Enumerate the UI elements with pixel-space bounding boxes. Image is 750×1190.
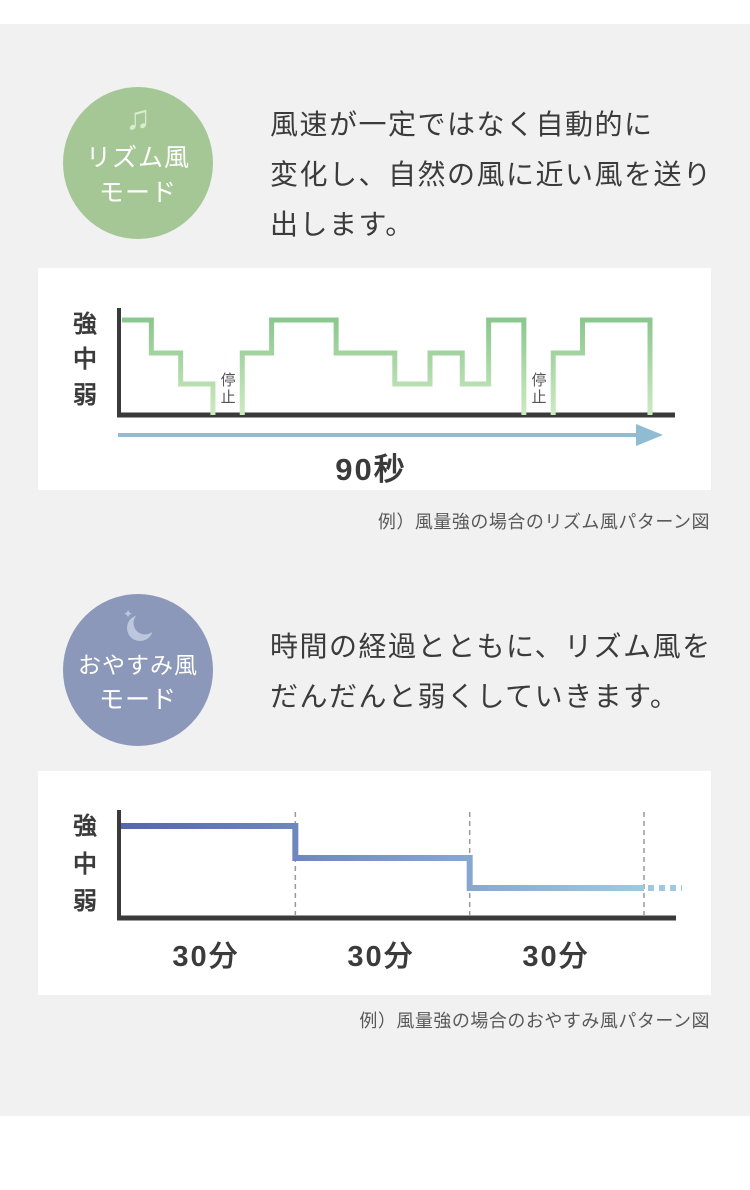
sleep-mode-badge: ✦ おやすみ風 モード	[63, 594, 213, 746]
rhythm-desc-line: 変化し、自然の風に近い風を送り	[270, 159, 713, 190]
y-label-medium: 中	[73, 851, 97, 878]
duration-label-2: 30分	[347, 941, 415, 973]
sleep-chart-caption: 例）風量強の場合のおやすみ風パターン図	[359, 1011, 710, 1031]
y-label-weak: 弱	[73, 382, 97, 409]
rhythm-desc-line: 風速が一定ではなく自動的に	[270, 109, 654, 140]
sleep-desc-line: 時間の経過とともに、リズム風を	[270, 631, 712, 662]
stop-label: 停止	[218, 372, 236, 406]
x-axis-total-label: 90秒	[335, 452, 407, 487]
time-arrow-head	[636, 424, 663, 446]
sleep-description: 時間の経過とともに、リズム風を だんだんと弱くしていきます。	[270, 622, 712, 722]
crescent-moon-icon: ✦	[115, 602, 161, 648]
y-label-strong: 強	[73, 311, 97, 338]
star-glyph: ✦	[123, 607, 133, 621]
y-label-medium: 中	[73, 346, 97, 373]
rhythm-chart-caption: 例）風量強の場合のリズム風パターン図	[377, 512, 710, 532]
music-notes-icon: ♫	[125, 99, 151, 137]
rhythm-badge-label-2: モード	[98, 179, 177, 207]
duration-label-3: 30分	[522, 941, 590, 973]
rhythm-mode-badge: ♫ リズム風 モード	[63, 87, 213, 239]
sleep-chart-panel: 強 中 弱 30分 30分 30分	[38, 771, 711, 995]
sleep-chart	[117, 810, 682, 921]
rhythm-desc-line: 出します。	[270, 209, 415, 240]
sleep-step-line	[121, 823, 644, 891]
rhythm-badge-label: リズム風	[85, 144, 190, 172]
y-label-strong: 強	[73, 813, 97, 840]
sleep-badge-label: おやすみ風	[78, 652, 198, 678]
sleep-desc-line: だんだんと弱くしていきます。	[270, 681, 680, 712]
stop-label: 停止	[529, 372, 547, 406]
y-label-weak: 弱	[73, 888, 97, 915]
rhythm-description: 風速が一定ではなく自動的に 変化し、自然の風に近い風を送り 出します。	[270, 100, 713, 250]
rhythm-step-line	[122, 317, 653, 415]
rhythm-chart	[117, 308, 675, 446]
crescent-moon-graphic: ✦	[123, 607, 157, 641]
rhythm-chart-panel: 強 中 弱 90秒 停止 停止	[38, 268, 711, 490]
duration-label-1: 30分	[172, 941, 240, 973]
sleep-badge-label-2: モード	[98, 686, 177, 714]
